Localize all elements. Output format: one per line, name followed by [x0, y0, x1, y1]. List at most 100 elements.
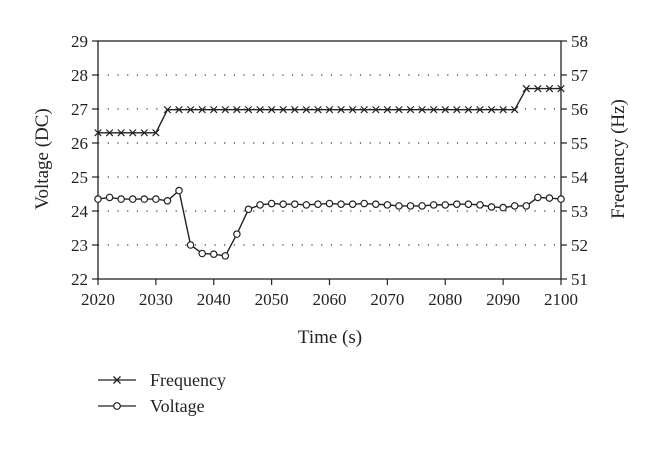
frequency-point — [186, 105, 195, 114]
frequency-point — [105, 129, 114, 137]
frequency-point — [441, 105, 449, 114]
voltage-point — [256, 201, 264, 209]
x-tick-label: 2080 — [428, 290, 462, 309]
right-tick-label: 58 — [571, 32, 588, 51]
frequency-point — [291, 105, 299, 114]
frequency-point — [302, 105, 311, 114]
x-axis-title: Time (s) — [298, 327, 362, 348]
left-tick-label: 27 — [71, 100, 89, 119]
voltage-point — [198, 249, 206, 258]
voltage-point — [290, 200, 299, 209]
frequency-point — [337, 105, 345, 114]
frequency-point — [117, 129, 125, 137]
voltage-point — [163, 197, 172, 205]
series-voltage — [94, 186, 565, 260]
voltage-point — [429, 201, 438, 209]
right-tick-label: 54 — [571, 168, 589, 187]
series-layer — [94, 84, 565, 260]
legend-item-voltage: Voltage — [98, 396, 205, 416]
frequency-point — [267, 105, 276, 114]
x-tick-label: 2030 — [139, 290, 173, 309]
frequency-point — [406, 105, 415, 114]
legend: Frequency Voltage — [98, 370, 226, 416]
frequency-point — [395, 105, 403, 114]
left-tick-label: 26 — [71, 134, 88, 153]
x-tick-label: 2040 — [197, 290, 231, 309]
voltage-point — [209, 250, 218, 258]
frequency-point — [372, 105, 380, 114]
frequency-point — [140, 129, 149, 137]
right-axis-title: Frequency (Hz) — [608, 99, 629, 219]
legend-item-frequency: Frequency — [98, 370, 226, 390]
plot-frame — [97, 40, 562, 280]
left-axis-title: Voltage (DC) — [32, 108, 53, 210]
frequency-point — [510, 105, 519, 114]
frequency-point — [175, 105, 183, 114]
frequency-point — [94, 129, 102, 137]
frequency-point — [221, 105, 230, 114]
voltage-point — [510, 202, 519, 210]
frequency-point — [348, 105, 357, 114]
frequency-point — [325, 105, 334, 114]
voltage-point — [267, 199, 276, 208]
frequency-point — [418, 105, 426, 114]
voltage-point — [545, 194, 554, 202]
frequency-point — [279, 105, 287, 114]
voltage-point — [175, 186, 183, 195]
voltage-point — [557, 195, 565, 203]
left-tick-label: 22 — [71, 270, 88, 289]
right-tick-label: 53 — [571, 202, 588, 221]
frequency-point — [499, 105, 507, 114]
x-tick-label: 2060 — [313, 290, 347, 309]
voltage-point — [522, 202, 531, 210]
right-tick-label: 56 — [571, 100, 588, 119]
frequency-line — [98, 87, 561, 134]
voltage-point — [186, 241, 195, 249]
voltage-point — [371, 200, 380, 209]
voltage-point — [487, 203, 496, 211]
legend-frequency-marker — [113, 376, 121, 384]
x-tick-label: 2050 — [255, 290, 289, 309]
frequency-point — [163, 105, 172, 114]
voltage-point — [233, 230, 241, 238]
voltage-point — [534, 193, 542, 202]
voltage-point — [128, 195, 137, 203]
voltage-point — [140, 195, 149, 203]
right-tick-label: 57 — [571, 66, 589, 85]
voltage-point — [406, 202, 415, 210]
frequency-point — [233, 105, 241, 114]
voltage-point — [360, 199, 369, 208]
voltage-point — [152, 195, 160, 203]
legend-voltage-label: Voltage — [150, 396, 205, 416]
left-tick-label: 28 — [71, 66, 88, 85]
x-tick-label: 2070 — [370, 290, 404, 309]
frequency-point — [244, 105, 253, 114]
left-tick-label: 24 — [71, 202, 89, 221]
right-axis-ticks: 51 52 53 54 55 56 57 58 — [561, 32, 589, 289]
frequency-point — [129, 129, 137, 137]
frequency-point — [383, 105, 392, 114]
grid-lines — [98, 74, 561, 246]
voltage-point — [314, 200, 322, 209]
frequency-point — [429, 105, 438, 114]
voltage-point — [395, 202, 403, 210]
axes — [97, 40, 562, 280]
series-frequency — [94, 84, 565, 137]
voltage-point — [337, 200, 345, 209]
voltage-point — [348, 200, 357, 209]
voltage-point — [94, 195, 102, 203]
left-axis-ticks: 22 23 24 25 26 27 28 29 — [71, 32, 98, 289]
frequency-point — [464, 105, 473, 114]
frequency-point — [557, 84, 565, 93]
frequency-point — [487, 105, 496, 114]
voltage-point — [279, 200, 288, 209]
voltage-point — [453, 200, 461, 209]
voltage-point — [105, 193, 114, 202]
voltage-point — [464, 200, 473, 209]
voltage-point — [117, 195, 125, 203]
voltage-point — [325, 199, 334, 208]
frequency-point — [476, 105, 484, 114]
right-tick-label: 55 — [571, 134, 588, 153]
left-tick-label: 29 — [71, 32, 88, 51]
frequency-point — [360, 105, 368, 114]
